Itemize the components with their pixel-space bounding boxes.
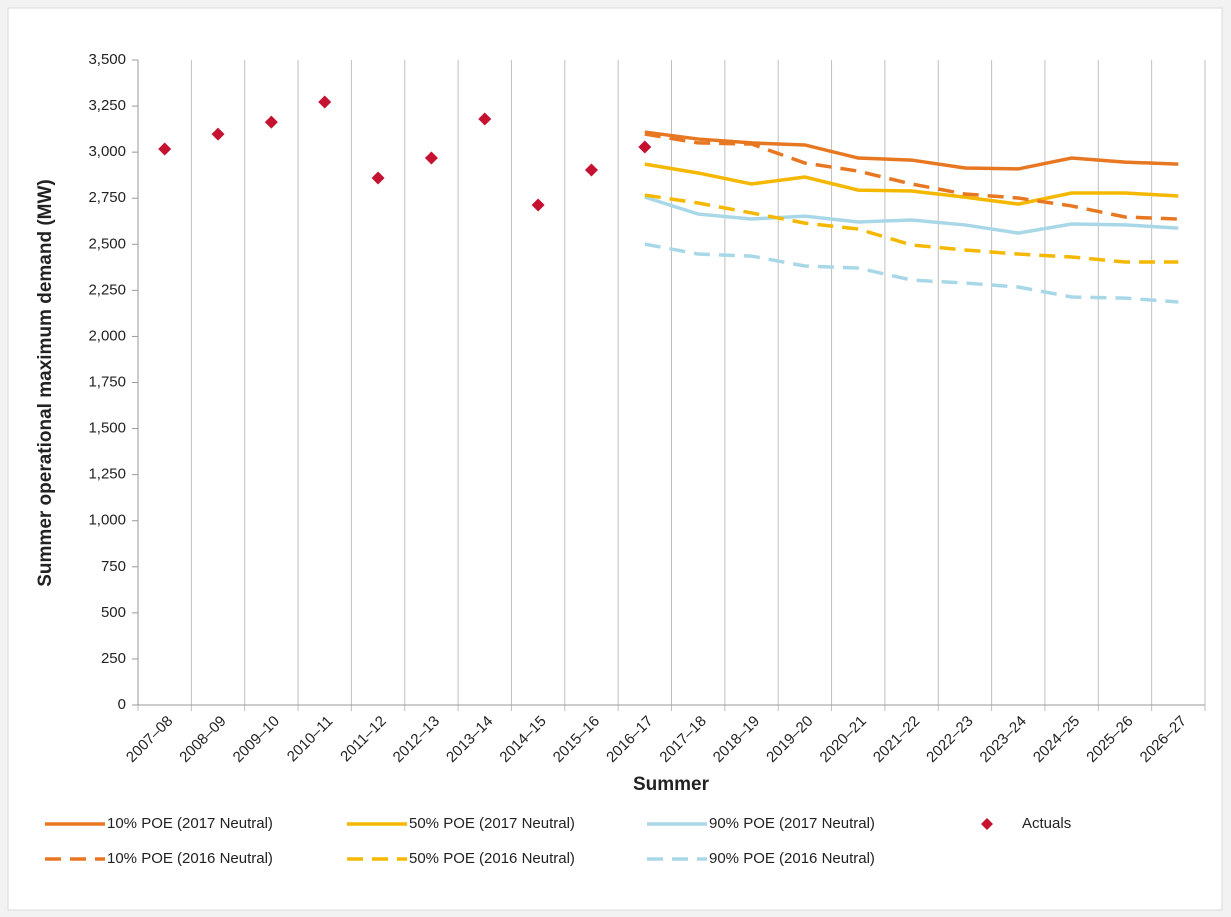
series-line [644, 162, 1179, 206]
y-tick-label: 3,000 [88, 143, 126, 160]
data-point [584, 163, 598, 177]
y-tick-label: 3,250 [88, 97, 126, 114]
data-point [318, 95, 332, 109]
series-line [644, 193, 1179, 264]
legend-label: 90% POE (2016 Neutral) [709, 850, 875, 867]
y-tick-label: 1,000 [88, 512, 126, 529]
data-point [211, 127, 225, 141]
y-tick-label: 1,250 [88, 466, 126, 483]
y-tick-label: 2,500 [88, 235, 126, 252]
legend-label: 90% POE (2017 Neutral) [709, 815, 875, 832]
x-axis-title: Summer [633, 774, 710, 795]
legend-label: 10% POE (2017 Neutral) [107, 815, 273, 832]
series-line [644, 132, 1179, 221]
series-line [644, 130, 1179, 171]
legend-label: Actuals [1022, 815, 1071, 832]
data-point [531, 198, 545, 212]
data-point [638, 140, 652, 154]
data-point [424, 151, 438, 165]
y-tick-label: 3,500 [88, 51, 126, 68]
y-tick-label: 250 [101, 650, 126, 667]
legend-label: 50% POE (2017 Neutral) [409, 815, 575, 832]
legend-label: 10% POE (2016 Neutral) [107, 850, 273, 867]
y-tick-label: 0 [118, 696, 126, 713]
series-line [644, 242, 1179, 304]
y-tick-label: 500 [101, 604, 126, 621]
data-point [158, 142, 172, 156]
data-point [371, 171, 385, 185]
y-tick-label: 750 [101, 558, 126, 575]
series-line [644, 195, 1179, 235]
data-point [478, 112, 492, 126]
y-tick-label: 2,750 [88, 189, 126, 206]
legend-label: 50% POE (2016 Neutral) [409, 850, 575, 867]
y-tick-label: 1,750 [88, 373, 126, 390]
y-axis-title: Summer operational maximum demand (MW) [35, 179, 56, 587]
chart-panel [7, 7, 1223, 911]
data-point [264, 115, 278, 129]
legend-marker [981, 818, 993, 830]
y-tick-label: 1,500 [88, 420, 126, 437]
y-tick-label: 2,250 [88, 281, 126, 298]
y-tick-label: 2,000 [88, 327, 126, 344]
